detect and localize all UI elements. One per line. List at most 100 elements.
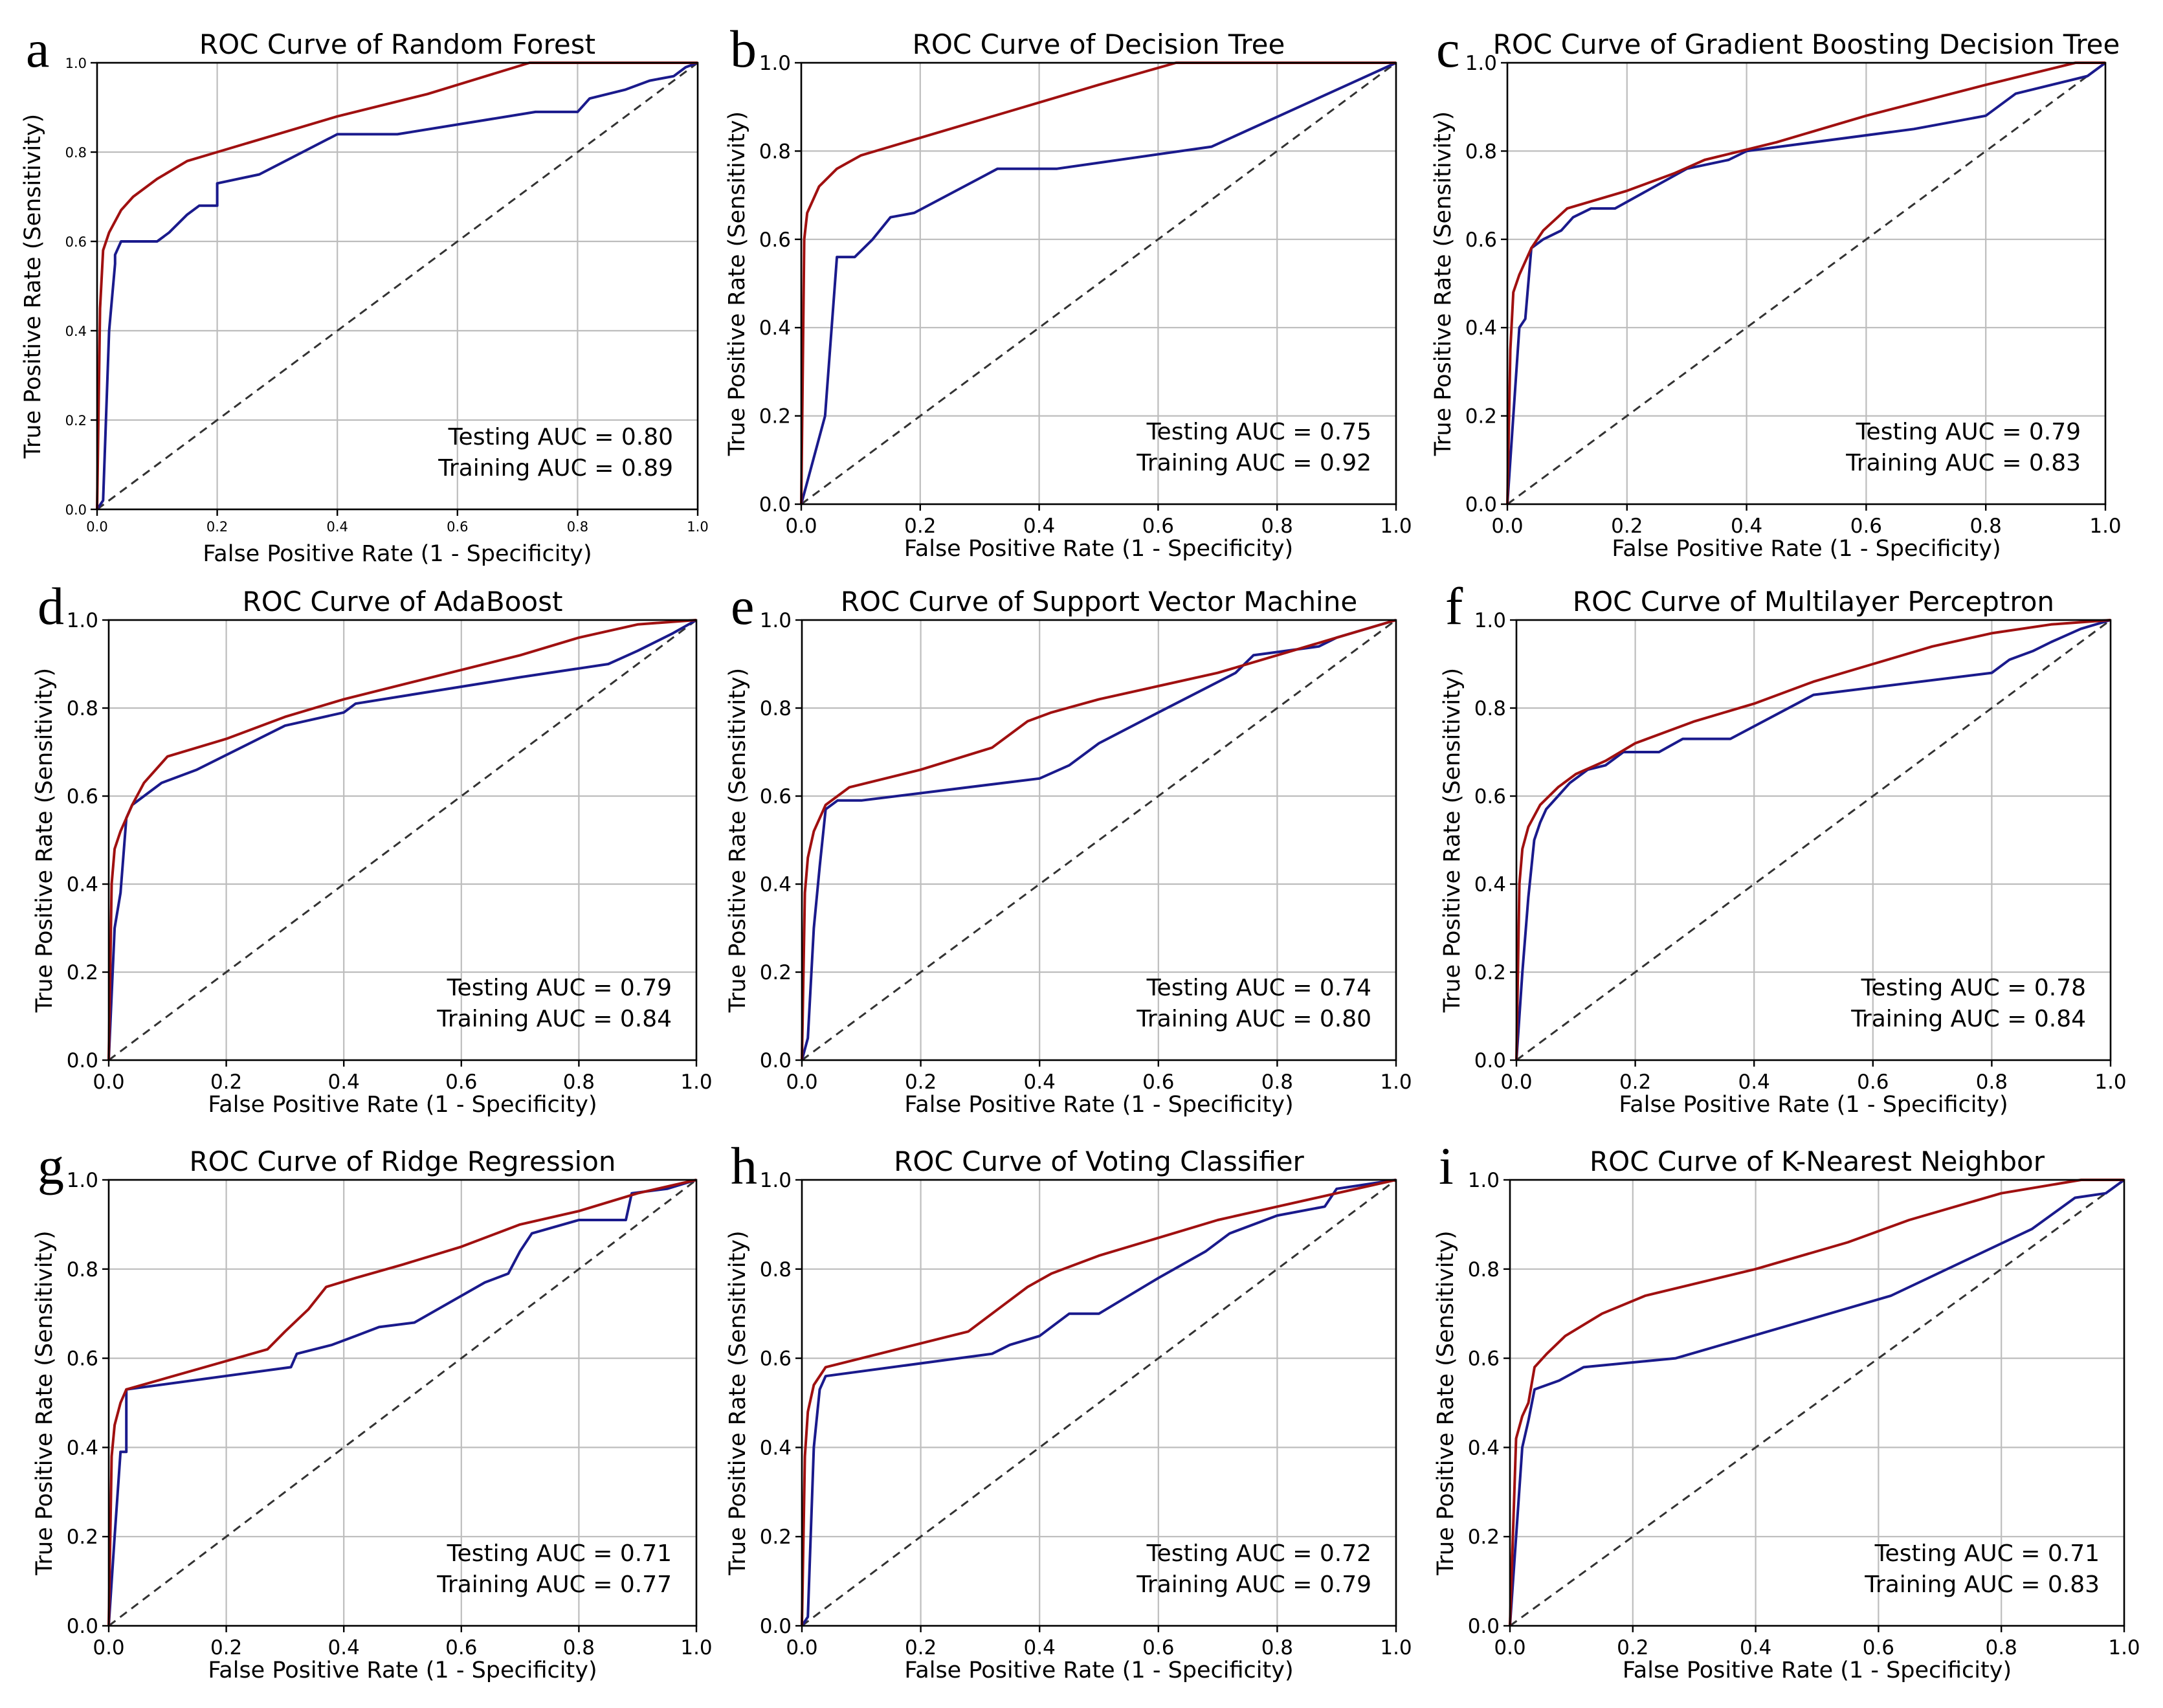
panel-letter: c <box>1436 19 1459 78</box>
chance-roc-line <box>1516 619 2111 1061</box>
y-tick-label: 0.6 <box>65 234 87 250</box>
panel-letter: d <box>38 577 64 636</box>
chance-roc-line <box>1509 1179 2125 1627</box>
chance-roc-line <box>801 619 1397 1061</box>
x-tick-label: 0.0 <box>786 1636 817 1659</box>
y-axis-label: True Positive Rate (Sensitivity) <box>1439 668 1465 1013</box>
x-axis-label: False Positive Rate (1 - Specificity) <box>1623 1658 2012 1683</box>
y-tick-label: 1.0 <box>67 609 98 632</box>
chance-roc-line <box>801 1179 1397 1627</box>
x-axis-label: False Positive Rate (1 - Specificity) <box>904 1658 1293 1683</box>
y-tick-label: 0.2 <box>1474 961 1506 984</box>
axes-frame <box>801 619 1397 1061</box>
y-axis-label: True Positive Rate (Sensitivity) <box>1430 111 1456 456</box>
training-auc-label: Training AUC = 0.84 <box>1850 1006 2086 1032</box>
y-tick-label: 0.6 <box>67 785 98 808</box>
subplot-d: 0.0 0.2 0.4 0.6 0.8 1.0 0.0 0.2 0.4 0.6 0.8 1.0 ROC … <box>32 577 713 1118</box>
y-tick-label: 1.0 <box>1474 609 1506 632</box>
y-tick-label: 0.0 <box>760 1049 792 1072</box>
subplot-b: 0.0 0.2 0.4 0.6 0.8 1.0 0.0 0.2 0.4 0.6 0.8 1.0 ROC … <box>724 19 1412 562</box>
training-roc-line <box>800 61 1396 505</box>
x-tick-label: 1.0 <box>1380 1636 1412 1659</box>
y-tick-label: 0.8 <box>67 697 98 720</box>
chart-title: ROC Curve of Decision Tree <box>913 28 1285 60</box>
y-tick-label: 0.6 <box>760 785 792 808</box>
x-tick-label: 0.2 <box>904 515 936 538</box>
x-tick-label: 1.0 <box>680 1636 712 1659</box>
x-tick-label: 0.2 <box>210 1070 242 1094</box>
axes-frame <box>801 1179 1397 1627</box>
testing-roc-line <box>801 619 1397 1061</box>
x-tick-label: 1.0 <box>2094 1070 2126 1094</box>
x-tick-label: 0.4 <box>326 519 348 535</box>
y-tick-label: 0.8 <box>760 1258 792 1281</box>
y-tick-label: 1.0 <box>759 52 791 75</box>
training-roc-line <box>1509 1179 2124 1626</box>
y-tick-label: 0.4 <box>67 873 98 896</box>
x-axis-label: False Positive Rate (1 - Specificity) <box>208 1658 597 1683</box>
axes-frame <box>107 619 698 1061</box>
training-auc-label: Training AUC = 0.79 <box>1136 1571 1371 1598</box>
testing-auc-label: Testing AUC = 0.72 <box>1146 1540 1371 1567</box>
x-tick-label: 0.6 <box>445 1070 477 1094</box>
testing-roc-line <box>800 61 1397 505</box>
training-roc-line <box>1515 619 2111 1061</box>
training-auc-label: Training AUC = 0.83 <box>1864 1571 2100 1598</box>
testing-auc-label: Testing AUC = 0.80 <box>448 424 673 450</box>
testing-roc-line <box>801 1179 1397 1627</box>
y-tick-label: 0.6 <box>1474 785 1506 808</box>
y-tick-label: 1.0 <box>1468 1169 1500 1192</box>
x-tick-label: 0.0 <box>1494 1636 1525 1659</box>
y-tick-label: 0.4 <box>759 316 791 340</box>
chance-roc-line <box>801 61 1397 505</box>
x-tick-label: 1.0 <box>2108 1636 2140 1659</box>
x-tick-label: 0.2 <box>206 519 228 535</box>
testing-auc-label: Testing AUC = 0.71 <box>1874 1540 2100 1567</box>
y-tick-label: 1.0 <box>67 1169 98 1192</box>
subplot-f: 0.0 0.2 0.4 0.6 0.8 1.0 0.0 0.2 0.4 0.6 0.8 1.0 ROC … <box>1439 577 2127 1118</box>
x-tick-label: 0.0 <box>86 519 107 535</box>
y-tick-label: 0.4 <box>1468 1436 1500 1459</box>
y-axis-label: True Positive Rate (Sensitivity) <box>725 668 751 1013</box>
y-tick-label: 0.2 <box>760 1525 792 1549</box>
y-tick-label: 0.2 <box>1468 1525 1500 1549</box>
chart-title: ROC Curve of Multilayer Perceptron <box>1573 586 2054 617</box>
x-tick-label: 0.0 <box>93 1070 124 1094</box>
subplot-h: 0.0 0.2 0.4 0.6 0.8 1.0 0.0 0.2 0.4 0.6 0.8 1.0 ROC … <box>725 1137 1412 1683</box>
x-tick-label: 1.0 <box>687 519 708 535</box>
x-tick-label: 0.4 <box>328 1636 360 1659</box>
y-tick-label: 0.0 <box>67 1615 98 1638</box>
x-tick-label: 0.8 <box>1976 1070 2008 1094</box>
chance-roc-line <box>1507 61 2106 505</box>
x-axis-label: False Positive Rate (1 - Specificity) <box>208 1092 597 1118</box>
testing-auc-label: Testing AUC = 0.75 <box>1146 419 1371 445</box>
y-tick-label: 0.6 <box>760 1348 792 1371</box>
x-tick-label: 0.4 <box>1731 515 1762 538</box>
y-tick-label: 0.0 <box>65 502 87 518</box>
y-tick-label: 0.4 <box>65 324 87 339</box>
x-tick-label: 0.0 <box>1491 515 1523 538</box>
y-tick-label: 0.2 <box>67 961 98 984</box>
axes-frame <box>1515 619 2112 1061</box>
x-tick-label: 0.4 <box>1024 1636 1056 1659</box>
x-tick-label: 0.4 <box>1740 1636 1771 1659</box>
x-tick-label: 0.6 <box>445 1636 477 1659</box>
chart-title: ROC Curve of K-Nearest Neighbor <box>1590 1146 2045 1177</box>
x-tick-label: 0.2 <box>210 1636 242 1659</box>
y-tick-label: 1.0 <box>65 56 87 71</box>
x-tick-label: 0.8 <box>1970 515 2002 538</box>
y-tick-label: 0.2 <box>65 413 87 428</box>
testing-roc-line <box>107 619 697 1061</box>
axes-frame <box>107 1179 698 1627</box>
y-tick-label: 0.6 <box>67 1348 98 1371</box>
x-tick-label: 0.2 <box>905 1070 937 1094</box>
x-tick-label: 0.2 <box>1611 515 1643 538</box>
x-tick-label: 0.8 <box>1261 515 1293 538</box>
chart-title: ROC Curve of Voting Classifier <box>894 1146 1304 1177</box>
y-tick-label: 0.8 <box>759 140 791 163</box>
x-axis-label: False Positive Rate (1 - Specificity) <box>203 541 592 567</box>
panel-letter: e <box>731 577 754 636</box>
testing-auc-label: Testing AUC = 0.74 <box>1146 975 1371 1001</box>
chart-title: ROC Curve of Gradient Boosting Decision … <box>1493 28 2120 60</box>
y-tick-label: 0.8 <box>1468 1258 1500 1281</box>
